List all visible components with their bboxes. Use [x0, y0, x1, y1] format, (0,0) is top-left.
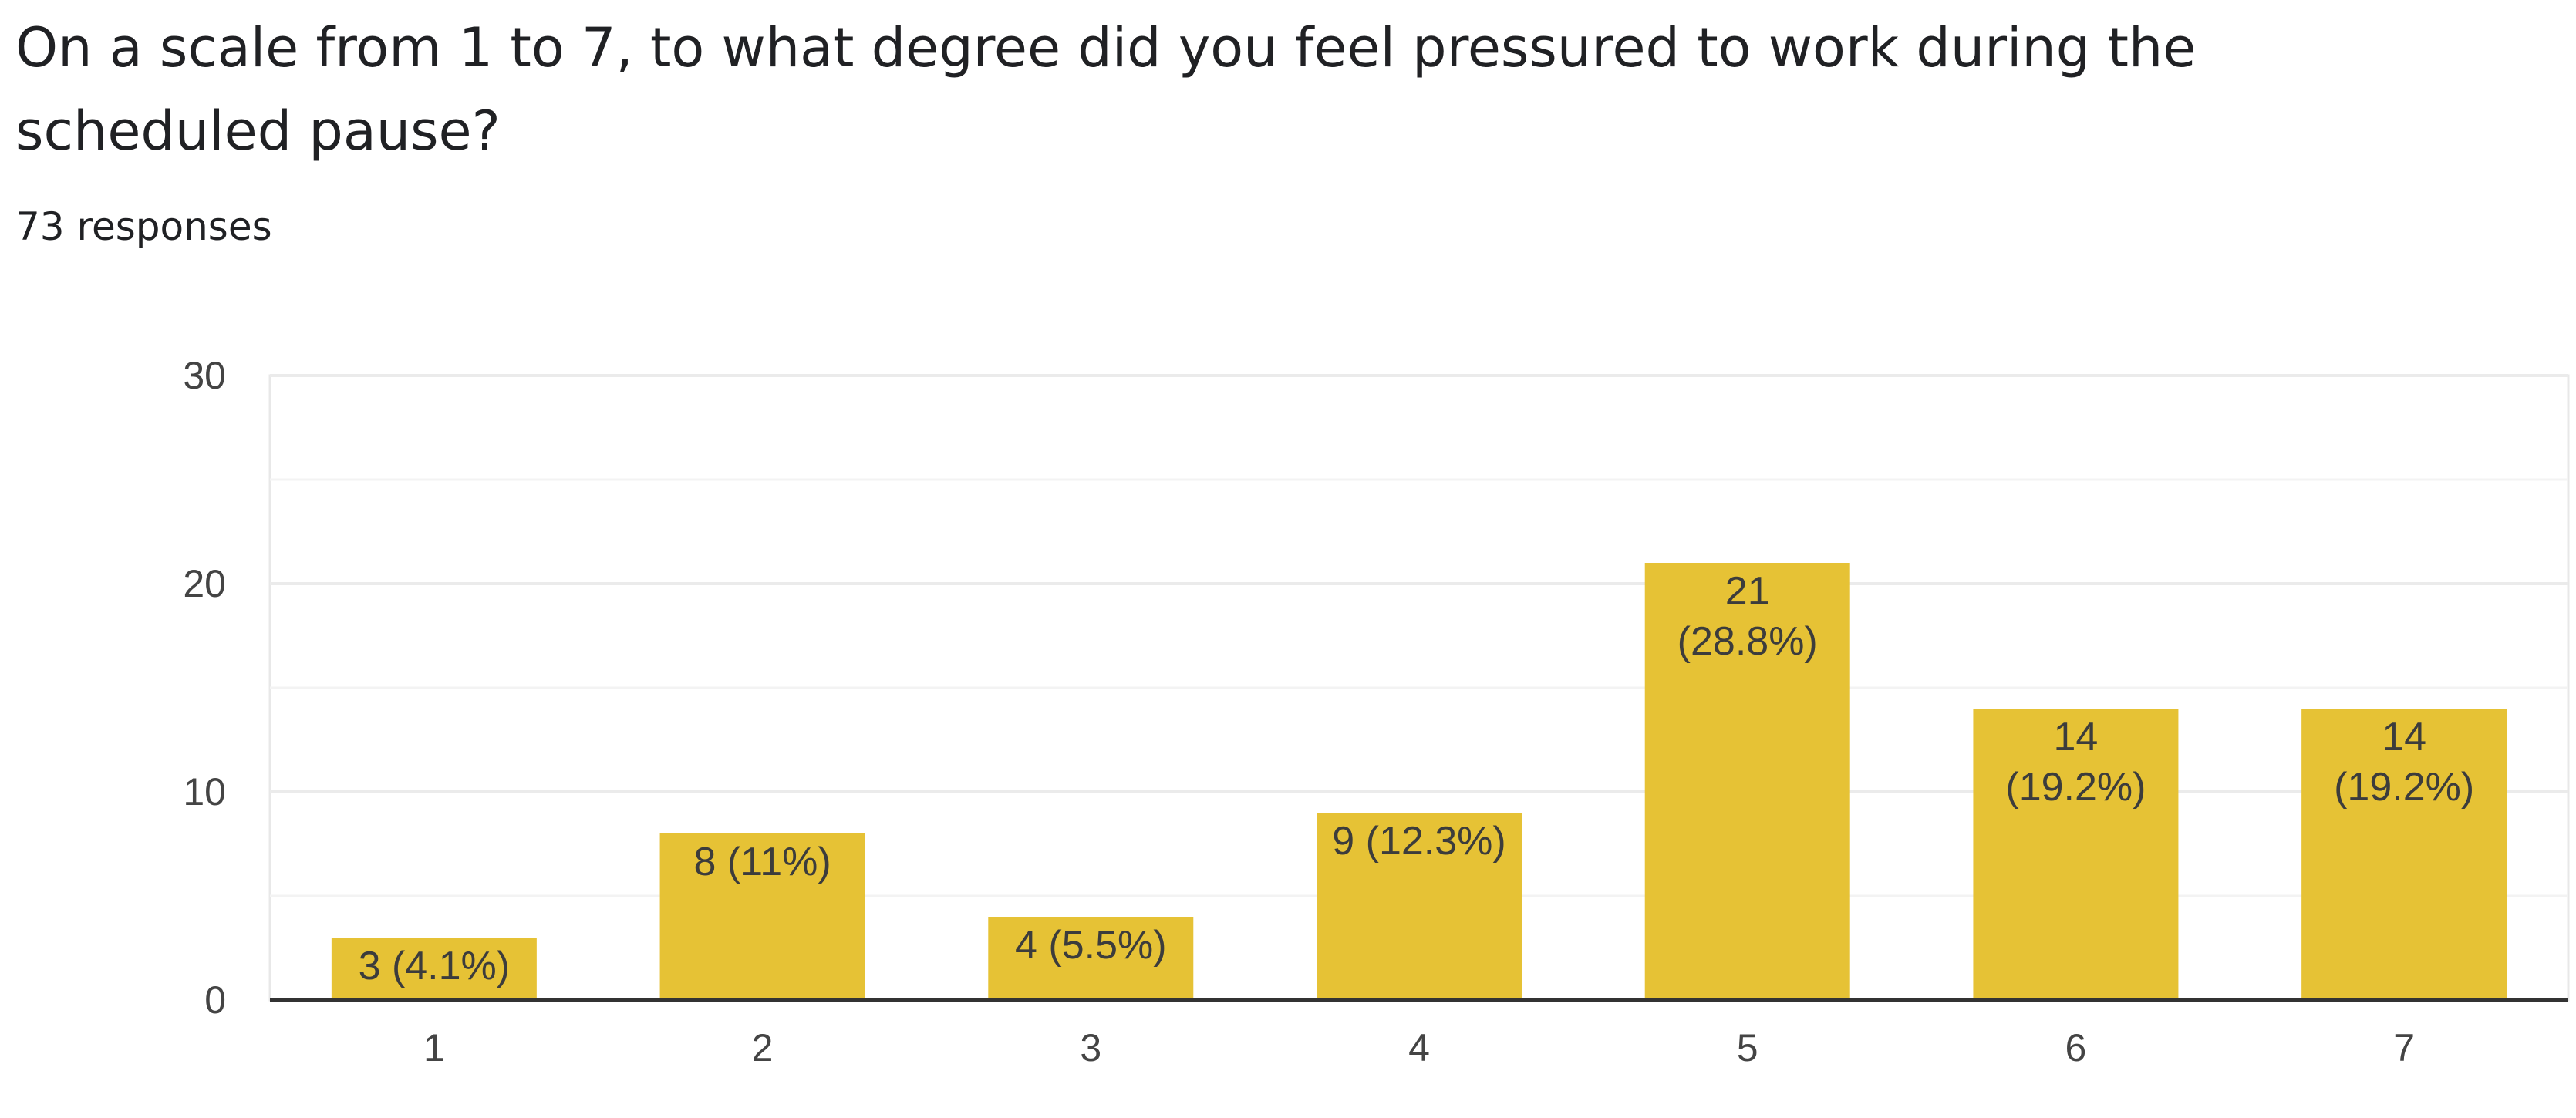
y-tick-label: 0 [204, 978, 226, 1022]
bar-data-label: 3 (4.1%) [359, 944, 511, 988]
y-tick-label: 30 [183, 354, 226, 397]
response-count: 73 responses [15, 204, 272, 249]
x-tick-label: 6 [2065, 1026, 2087, 1069]
x-tick-label: 5 [1737, 1026, 1758, 1069]
x-tick-label: 3 [1080, 1026, 1101, 1069]
y-tick-label: 20 [183, 562, 226, 605]
x-tick-label: 7 [2393, 1026, 2415, 1069]
bar-data-label: 14 (19.2%) [2334, 715, 2474, 810]
bar-data-label: 21 (28.8%) [1677, 569, 1818, 664]
y-tick-label: 10 [183, 770, 226, 813]
x-tick-label: 2 [752, 1026, 774, 1069]
bar [1644, 563, 1850, 1000]
x-tick-label: 4 [1408, 1026, 1430, 1069]
bar-data-label: 9 (12.3%) [1332, 819, 1505, 864]
bar [2301, 709, 2507, 1000]
bar-data-label: 4 (5.5%) [1015, 923, 1167, 968]
bar [331, 938, 537, 1000]
question-title: On a scale from 1 to 7, to what degree d… [15, 16, 2197, 163]
bar [659, 833, 865, 1000]
bar-data-label: 14 (19.2%) [2005, 715, 2146, 810]
x-tick-label: 1 [423, 1026, 445, 1069]
bar-data-label: 8 (11%) [693, 840, 831, 884]
bar [988, 917, 1194, 1000]
bar [1973, 709, 2179, 1000]
bar [1317, 813, 1522, 1000]
